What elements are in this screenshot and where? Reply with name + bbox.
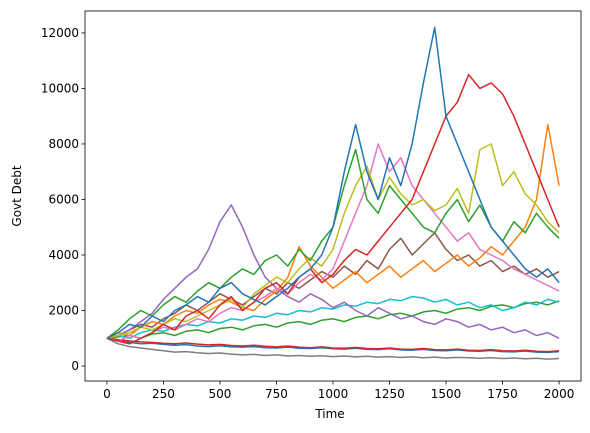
y-tick-label: 10000 xyxy=(41,81,79,95)
x-tick-label: 0 xyxy=(103,387,111,401)
x-tick-label: 1000 xyxy=(318,387,349,401)
series-line xyxy=(106,300,560,340)
series-line xyxy=(106,26,560,339)
plot-frame xyxy=(84,10,582,382)
y-axis-label: Govt Debt xyxy=(10,165,24,227)
series-line xyxy=(106,73,560,345)
y-tick-label: 8000 xyxy=(48,137,79,151)
series-line xyxy=(106,295,560,340)
series-line xyxy=(106,232,560,340)
y-tick-label: 2000 xyxy=(48,303,79,317)
series-line xyxy=(106,204,560,340)
series-line xyxy=(106,123,560,339)
y-tick-label: 6000 xyxy=(48,192,79,206)
series-line xyxy=(106,337,560,353)
y-tick-label: 4000 xyxy=(48,248,79,262)
x-tick-label: 1750 xyxy=(487,387,518,401)
x-tick-label: 1250 xyxy=(374,387,405,401)
x-axis-label: Time xyxy=(314,407,344,421)
x-tick-label: 500 xyxy=(209,387,232,401)
x-tick-label: 2000 xyxy=(544,387,575,401)
series-line xyxy=(106,337,560,360)
x-tick-label: 250 xyxy=(152,387,175,401)
y-tick-label: 12000 xyxy=(41,26,79,40)
series-line xyxy=(106,143,560,342)
x-tick-label: 750 xyxy=(265,387,288,401)
series-line xyxy=(106,337,560,354)
x-tick-label: 1500 xyxy=(431,387,462,401)
y-tick-label: 0 xyxy=(71,359,79,373)
